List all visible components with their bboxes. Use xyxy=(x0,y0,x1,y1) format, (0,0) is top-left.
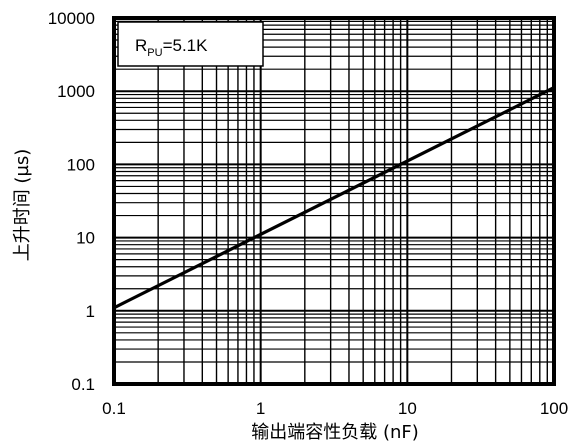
x-tick-labels: 0.1 1 10 100 xyxy=(102,399,568,418)
grid-minor xyxy=(114,18,554,384)
series-layer xyxy=(113,86,555,310)
y-tick-label: 10 xyxy=(76,229,95,248)
legend-box xyxy=(117,21,264,67)
grid-major xyxy=(113,18,554,385)
x-axis-label: 输出端容性负载 (nF) xyxy=(251,422,419,442)
series-line xyxy=(113,86,555,310)
y-axis-label: 上升时间 (µs) xyxy=(12,149,33,262)
legend-label-sub: PU xyxy=(147,47,162,59)
legend-label-rest: =5.1K xyxy=(163,36,209,55)
x-tick-label: 10 xyxy=(398,399,417,418)
x-tick-label: 1 xyxy=(256,399,265,418)
y-tick-label: 10000 xyxy=(48,9,95,28)
legend: RPU=5.1K xyxy=(117,21,264,67)
legend-label: RPU=5.1K xyxy=(135,36,208,59)
x-tick-label: 100 xyxy=(540,399,568,418)
plot-frame xyxy=(112,16,556,386)
y-tick-labels: 0.1 1 10 100 1000 10000 xyxy=(48,9,95,394)
y-tick-label: 100 xyxy=(67,155,95,174)
y-tick-label: 1 xyxy=(86,302,95,321)
y-tick-label: 0.1 xyxy=(71,375,95,394)
y-tick-label: 1000 xyxy=(57,82,95,101)
legend-label-main: R xyxy=(135,36,147,55)
x-tick-label: 0.1 xyxy=(102,399,126,418)
